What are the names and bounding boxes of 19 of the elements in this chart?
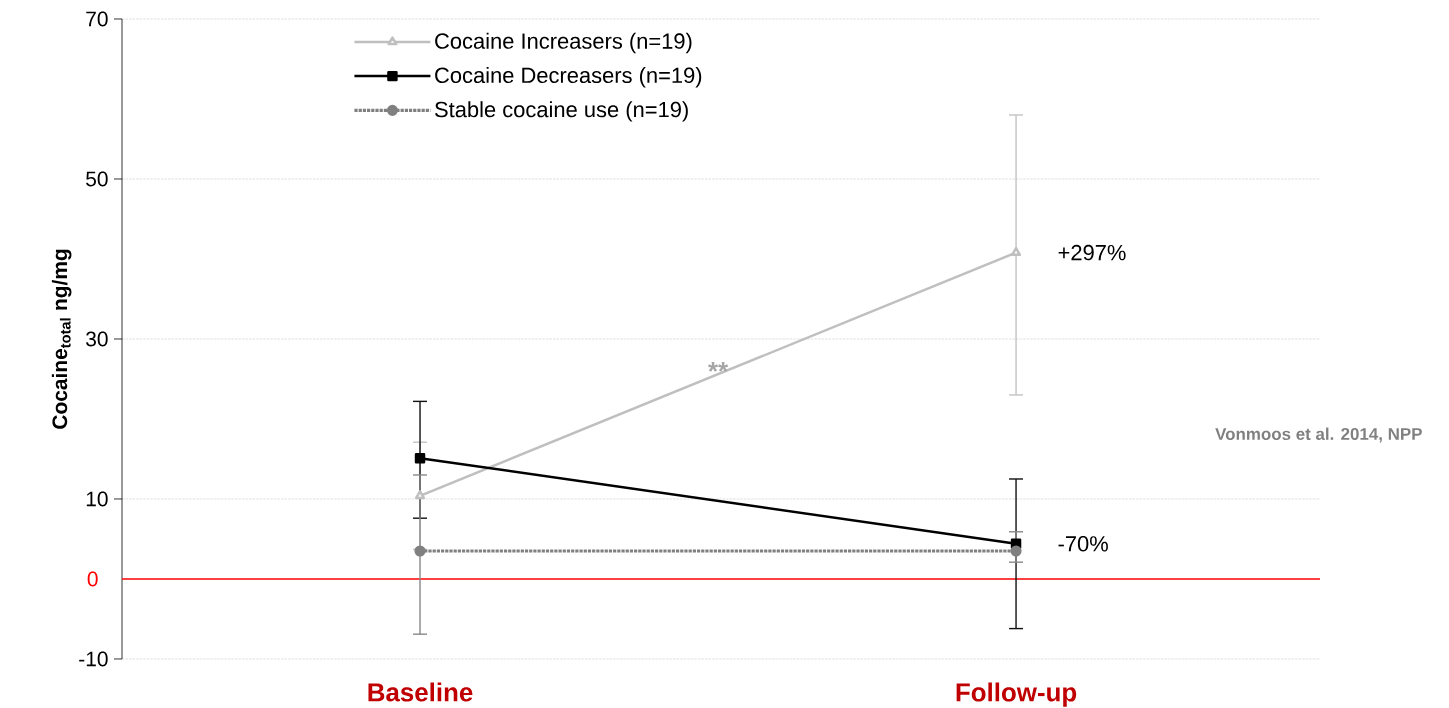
ref-line-label: 0 xyxy=(87,571,98,587)
y-tick-label: 10 xyxy=(86,491,108,507)
legend-label: Cocaine Decreasers (n=19) xyxy=(435,66,702,88)
x-tick-label: Follow-up xyxy=(956,682,1077,707)
annotation: +297% xyxy=(1058,244,1126,261)
y-tick-label: 50 xyxy=(86,171,108,187)
annotation: -70% xyxy=(1058,536,1108,552)
annotation: Vonmoos et al. 2014, NPP xyxy=(1215,427,1422,443)
y-tick-label: 30 xyxy=(86,331,108,347)
point xyxy=(1010,545,1022,557)
y-tick-label: 70 xyxy=(86,11,108,27)
annotation: ** xyxy=(708,362,729,372)
point xyxy=(414,452,426,464)
y-axis-title: Cocaine$_{total}$ ng/mg xyxy=(51,249,72,429)
point xyxy=(414,545,426,557)
x-tick-label: Baseline xyxy=(368,682,473,702)
legend-label: Stable cocaine use (n=19) xyxy=(435,101,688,122)
legend-label: Cocaine Increasers (n=19) xyxy=(435,32,692,54)
y-tick-label: -10 xyxy=(79,651,108,667)
